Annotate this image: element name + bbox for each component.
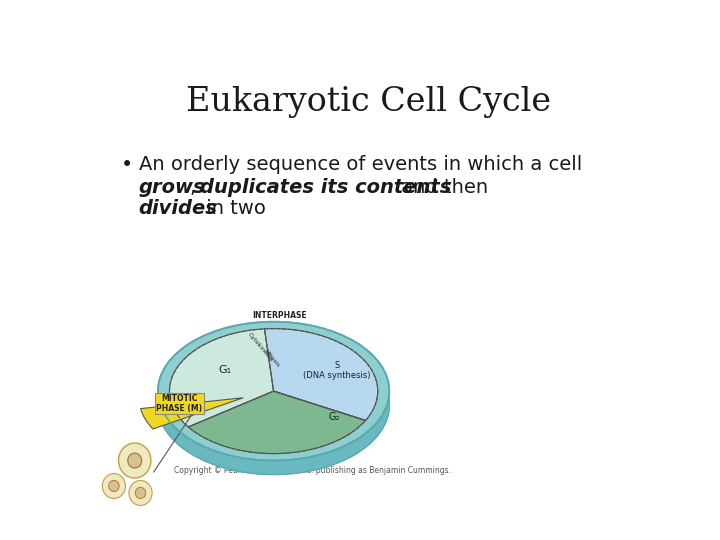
Text: ,: , bbox=[190, 178, 202, 197]
Text: Copyright © Pearson Education, Inc. publishing as Benjamin Cummings.: Copyright © Pearson Education, Inc. publ… bbox=[174, 465, 451, 475]
Text: Eukaryotic Cell Cycle: Eukaryotic Cell Cycle bbox=[186, 86, 552, 118]
Text: in two: in two bbox=[199, 199, 266, 218]
Ellipse shape bbox=[102, 474, 125, 498]
Polygon shape bbox=[169, 329, 274, 427]
Text: divides: divides bbox=[138, 199, 217, 218]
Text: INTERPHASE: INTERPHASE bbox=[252, 312, 307, 320]
Ellipse shape bbox=[158, 335, 390, 475]
Text: S
(DNA synthesis): S (DNA synthesis) bbox=[304, 361, 371, 380]
Polygon shape bbox=[140, 398, 243, 429]
Ellipse shape bbox=[119, 443, 151, 478]
Text: and then: and then bbox=[395, 178, 487, 197]
Polygon shape bbox=[264, 329, 378, 421]
Ellipse shape bbox=[128, 453, 142, 468]
Text: An orderly sequence of events in which a cell: An orderly sequence of events in which a… bbox=[138, 155, 582, 174]
Polygon shape bbox=[189, 391, 366, 454]
Text: Cytokinesis: Cytokinesis bbox=[246, 332, 273, 362]
Text: Mitosis: Mitosis bbox=[262, 349, 280, 369]
Text: MITOTIC
PHASE (M): MITOTIC PHASE (M) bbox=[156, 394, 202, 413]
Text: grows: grows bbox=[138, 178, 205, 197]
Text: duplicates its contents: duplicates its contents bbox=[199, 178, 451, 197]
Text: G₂: G₂ bbox=[328, 411, 339, 422]
Ellipse shape bbox=[129, 481, 152, 505]
Ellipse shape bbox=[158, 322, 390, 461]
Text: G₁: G₁ bbox=[218, 365, 232, 375]
Ellipse shape bbox=[109, 481, 119, 491]
Polygon shape bbox=[158, 391, 390, 475]
Ellipse shape bbox=[135, 487, 145, 498]
Text: •: • bbox=[121, 154, 133, 174]
